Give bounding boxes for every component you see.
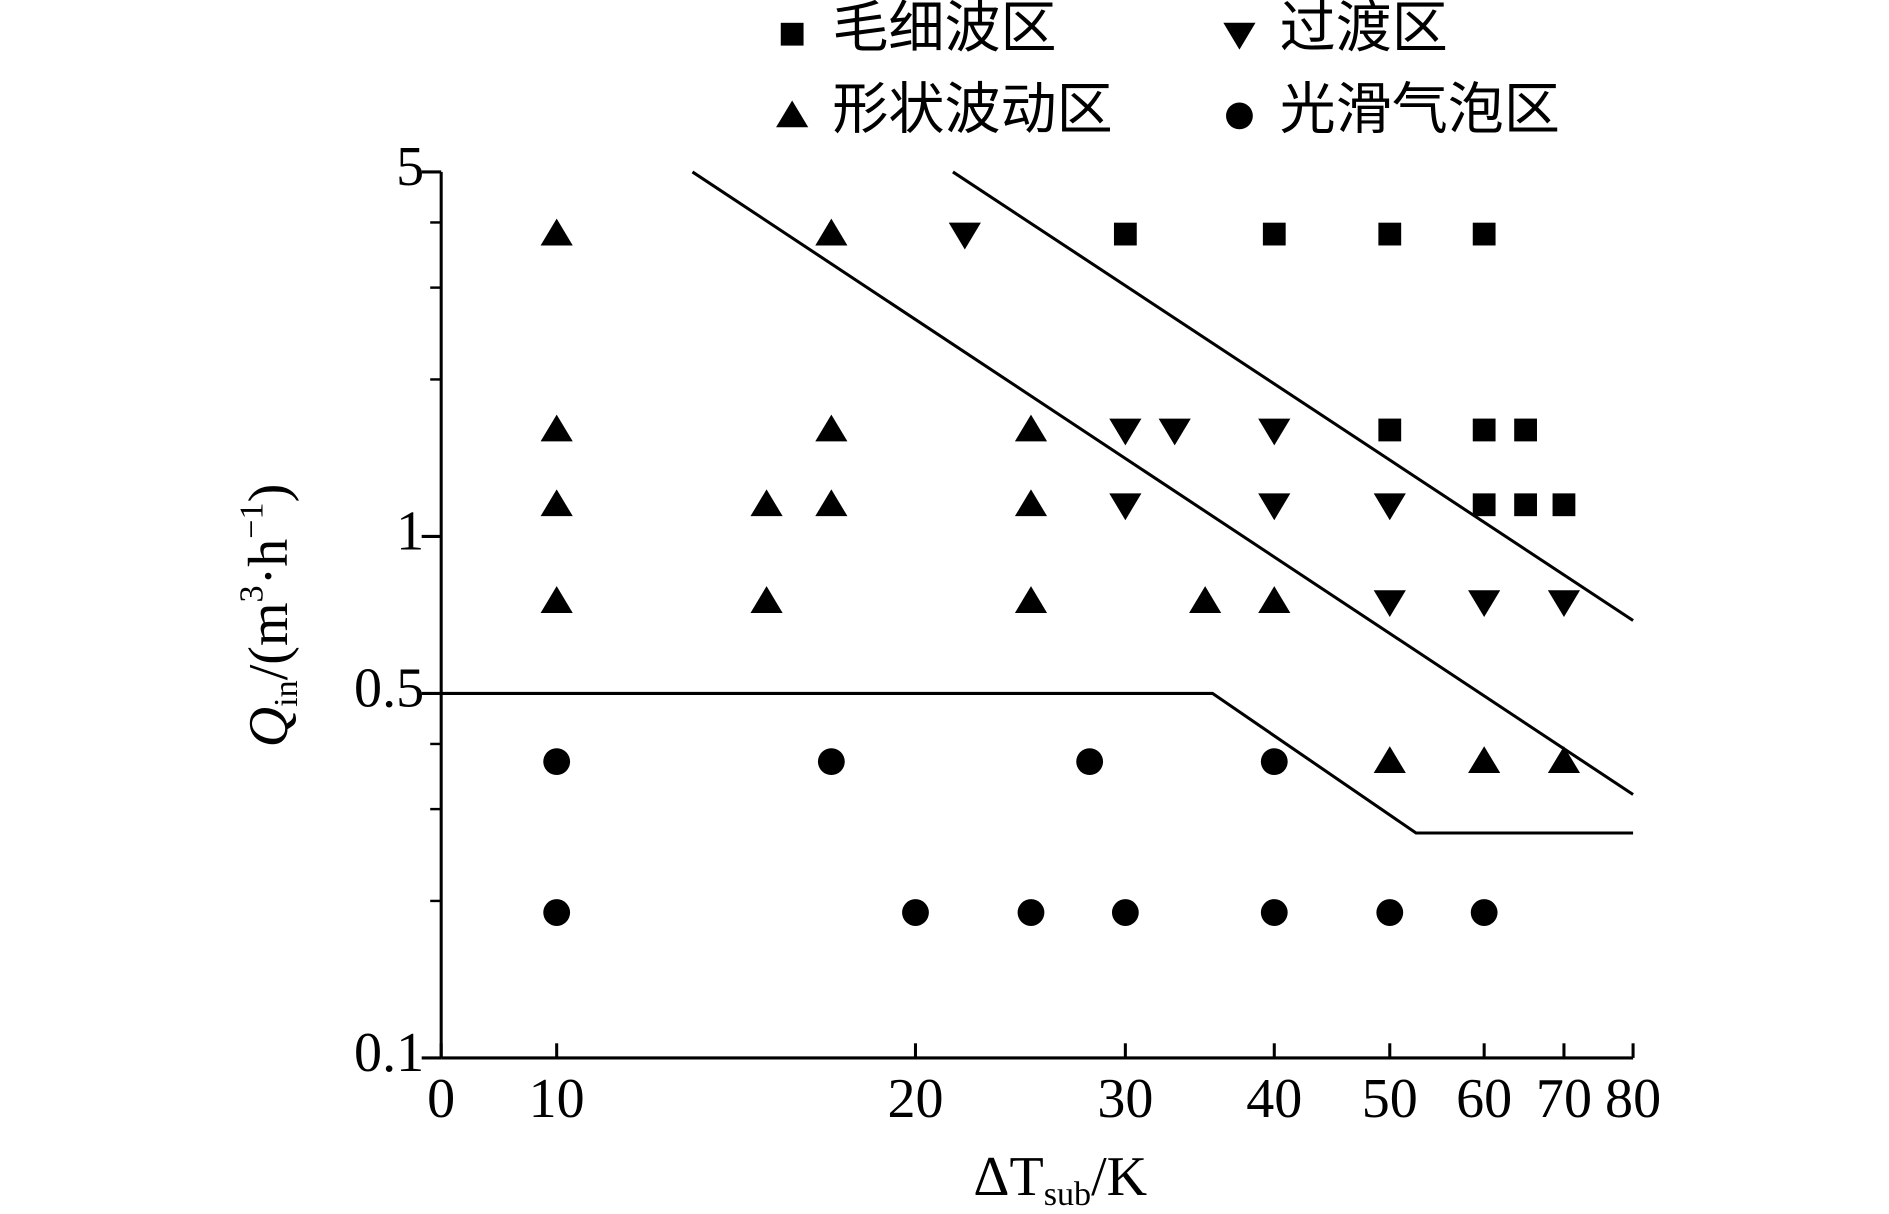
x-axis-label-part: ΔT — [973, 1146, 1043, 1208]
x-tick-label: 70 — [1536, 1068, 1592, 1130]
marker-circle — [1260, 748, 1288, 776]
x-tick-label: 0 — [427, 1068, 455, 1130]
marker-square — [780, 22, 804, 46]
x-tick-label: 60 — [1456, 1068, 1512, 1130]
y-axis-label: Qin/(m3·h−1) — [234, 484, 305, 748]
marker-square — [1262, 222, 1286, 246]
marker-triangle-up — [540, 489, 573, 517]
marker-circle — [1260, 899, 1288, 926]
legend-label: 光滑气泡区 — [1280, 80, 1560, 142]
y-axis-label-part: Q — [238, 707, 300, 747]
marker-triangle-up — [1014, 414, 1048, 442]
y-tick-label: 0.1 — [354, 1022, 424, 1084]
y-axis-label-part: 3 — [234, 585, 271, 602]
y-axis-label-part: −1 — [234, 502, 271, 538]
marker-triangle-up — [750, 489, 783, 517]
x-tick-label: 80 — [1605, 1068, 1661, 1130]
marker-circle — [817, 748, 845, 776]
marker-square — [1552, 493, 1576, 517]
boundary-line — [441, 691, 1634, 835]
marker-triangle-up — [1014, 586, 1048, 613]
marker-triangle-down — [1109, 418, 1142, 446]
x-tick-label: 40 — [1246, 1068, 1302, 1130]
marker-square — [1378, 222, 1402, 246]
x-axis-label-part: /K — [1091, 1146, 1147, 1208]
marker-triangle-up — [1258, 586, 1291, 613]
marker-circle — [1226, 102, 1253, 130]
marker-triangle-down — [1223, 22, 1256, 50]
marker-triangle-down — [1373, 493, 1406, 521]
marker-circle — [543, 899, 571, 926]
marker-triangle-up — [750, 586, 783, 613]
marker-circle — [1017, 899, 1045, 926]
marker-square — [1514, 418, 1537, 442]
marker-circle — [902, 899, 929, 926]
boundary-line — [952, 170, 1634, 622]
y-tick-label: 1 — [396, 500, 424, 562]
marker-square — [1472, 222, 1496, 246]
marker-triangle-up — [815, 218, 848, 246]
legend-label: 过渡区 — [1280, 0, 1448, 60]
y-axis-label-part: in — [268, 680, 305, 707]
marker-triangle-up — [1468, 746, 1501, 774]
marker-triangle-up — [540, 586, 573, 613]
x-axis-label: ΔTsub/K — [973, 1146, 1147, 1213]
marker-triangle-up — [1189, 586, 1222, 613]
marker-square — [1378, 418, 1402, 442]
marker-triangle-up — [1547, 746, 1581, 774]
marker-triangle-down — [1258, 418, 1291, 446]
x-tick-label: 50 — [1362, 1068, 1418, 1130]
marker-circle — [543, 748, 571, 776]
marker-circle — [1111, 899, 1139, 926]
y-tick-label: 0.5 — [354, 657, 424, 719]
marker-triangle-down — [1158, 418, 1191, 446]
y-tick-label: 5 — [396, 136, 424, 198]
legend-label: 形状波动区 — [832, 80, 1112, 142]
marker-square — [1472, 493, 1496, 517]
x-tick-label: 10 — [529, 1068, 585, 1130]
marker-square — [1472, 418, 1496, 442]
marker-circle — [1376, 899, 1404, 926]
marker-triangle-up — [1373, 746, 1406, 774]
boundary-line — [691, 170, 1634, 796]
y-axis-label-part: ·h — [238, 539, 300, 586]
x-axis-label-part: sub — [1044, 1176, 1091, 1213]
marker-triangle-down — [1547, 590, 1581, 618]
marker-triangle-down — [1109, 493, 1142, 521]
x-tick-label: 30 — [1097, 1068, 1153, 1130]
marker-triangle-down — [1468, 590, 1501, 618]
legend-label: 毛细波区 — [832, 0, 1056, 60]
marker-triangle-up — [540, 218, 573, 246]
marker-triangle-down — [1373, 590, 1406, 618]
marker-triangle-up — [540, 414, 573, 442]
y-axis-label-part: /(m — [238, 602, 300, 680]
y-axis-label-part: ) — [238, 484, 300, 503]
marker-circle — [1470, 899, 1498, 926]
x-tick-label: 20 — [887, 1068, 943, 1130]
marker-triangle-up — [815, 489, 848, 517]
marker-triangle-up — [776, 100, 809, 128]
marker-triangle-up — [815, 414, 848, 442]
marker-triangle-up — [1014, 489, 1048, 517]
marker-triangle-down — [1258, 493, 1291, 521]
marker-square — [1514, 493, 1537, 517]
marker-triangle-down — [948, 222, 981, 250]
marker-square — [1113, 222, 1137, 246]
marker-circle — [1076, 748, 1104, 776]
